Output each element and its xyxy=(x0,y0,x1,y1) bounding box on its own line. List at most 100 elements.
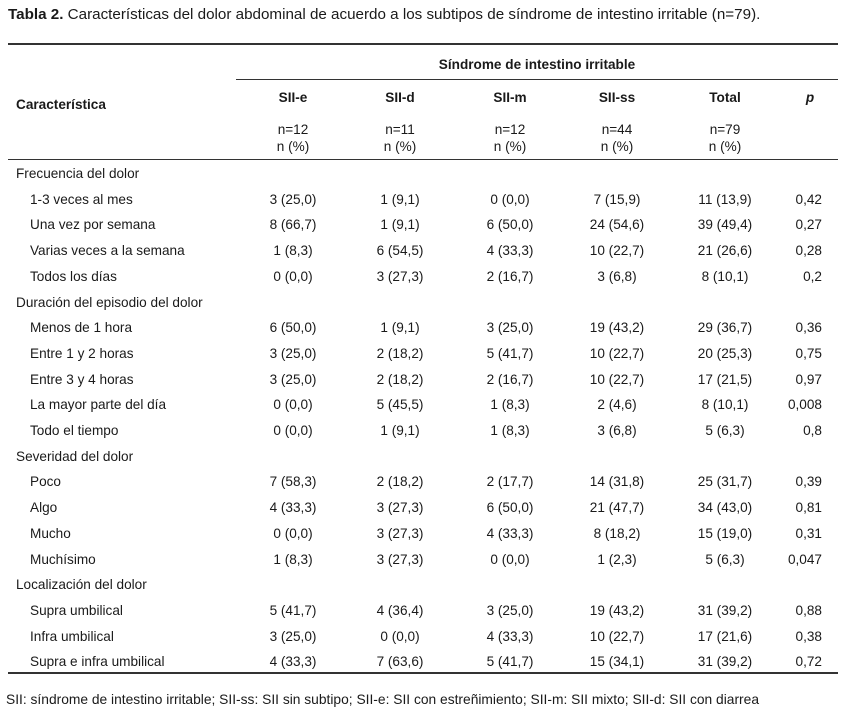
section-title: Duración del episodio del dolor xyxy=(16,294,203,310)
value-cell: 5 (41,7) xyxy=(269,602,317,618)
value-cell: 1 (8,3) xyxy=(273,243,313,259)
value-cell: 3 (25,0) xyxy=(269,371,317,387)
value-cell: 2 (16,7) xyxy=(486,268,534,284)
value-cell: 1 (9,1) xyxy=(380,320,420,336)
value-cell: 2 (16,7) xyxy=(486,371,534,387)
row-label: Varias veces a la semana xyxy=(30,243,185,259)
p-value: 0,008 xyxy=(787,397,822,413)
value-cell: 8 (18,2) xyxy=(593,525,641,541)
value-cell: 5 (41,7) xyxy=(486,345,534,361)
column-header: Total xyxy=(709,90,741,105)
value-cell: 14 (31,8) xyxy=(589,474,645,490)
value-cell: 1 (9,1) xyxy=(380,423,420,438)
value-cell: 0 (0,0) xyxy=(273,397,313,413)
value-cell: 8 (10,1) xyxy=(701,397,749,413)
p-value: 0,2 xyxy=(803,268,822,284)
column-header: SII-m xyxy=(493,90,527,105)
value-cell: 17 (21,5) xyxy=(697,371,753,387)
value-cell: 15 (19,0) xyxy=(697,525,753,541)
value-cell: 10 (22,7) xyxy=(589,243,645,259)
column-unit: n (%) xyxy=(383,139,417,154)
value-cell: 3 (25,0) xyxy=(269,628,317,644)
top-rule xyxy=(8,43,838,45)
value-cell: 0 (0,0) xyxy=(273,525,313,541)
row-label: Infra umbilical xyxy=(30,628,114,644)
p-value: 0,31 xyxy=(795,525,822,541)
value-cell: 4 (33,3) xyxy=(269,500,317,516)
value-cell: 4 (33,3) xyxy=(486,243,534,259)
value-cell: 3 (25,0) xyxy=(269,345,317,361)
value-cell: 2 (4,6) xyxy=(597,397,637,413)
column-n: n=79 xyxy=(709,122,741,137)
value-cell: 2 (18,2) xyxy=(376,474,424,490)
row-label: Todos los días xyxy=(30,268,117,284)
group-header: Síndrome de intestino irritable xyxy=(438,57,636,72)
value-cell: 29 (36,7) xyxy=(697,320,753,336)
p-value: 0,42 xyxy=(795,191,822,207)
value-cell: 1 (8,3) xyxy=(490,423,530,438)
value-cell: 3 (25,0) xyxy=(486,602,534,618)
row-label-header: Característica xyxy=(16,97,106,112)
value-cell: 1 (9,1) xyxy=(380,191,420,207)
row-label: Muchísimo xyxy=(30,551,96,567)
p-header: p xyxy=(805,90,815,105)
section-title: Localización del dolor xyxy=(16,577,147,593)
value-cell: 8 (66,7) xyxy=(269,217,317,233)
value-cell: 3 (27,3) xyxy=(376,500,424,516)
bottom-rule xyxy=(8,672,838,674)
column-unit: n (%) xyxy=(708,139,742,154)
value-cell: 5 (45,5) xyxy=(376,397,424,413)
value-cell: 0 (0,0) xyxy=(490,551,530,567)
table-footnote: SII: síndrome de intestino irritable; SI… xyxy=(6,692,759,707)
value-cell: 6 (54,5) xyxy=(376,243,424,259)
value-cell: 2 (17,7) xyxy=(486,474,534,490)
row-label: Todo el tiempo xyxy=(30,423,119,438)
value-cell: 21 (26,6) xyxy=(697,243,753,259)
p-value: 0,39 xyxy=(795,474,822,490)
row-label: Menos de 1 hora xyxy=(30,320,133,336)
p-value: 0,27 xyxy=(795,217,822,233)
row-label: Poco xyxy=(30,474,61,490)
value-cell: 1 (8,3) xyxy=(273,551,313,567)
p-value: 0,047 xyxy=(787,551,822,567)
column-n: n=12 xyxy=(277,122,309,137)
row-label: Supra e infra umbilical xyxy=(30,654,165,670)
value-cell: 5 (6,3) xyxy=(705,423,745,438)
value-cell: 19 (43,2) xyxy=(589,602,645,618)
value-cell: 7 (15,9) xyxy=(593,191,641,207)
value-cell: 4 (33,3) xyxy=(486,525,534,541)
value-cell: 10 (22,7) xyxy=(589,371,645,387)
value-cell: 20 (25,3) xyxy=(697,345,753,361)
value-cell: 31 (39,2) xyxy=(697,602,753,618)
row-label: 1-3 veces al mes xyxy=(30,191,133,207)
value-cell: 11 (13,9) xyxy=(698,191,752,207)
p-value: 0,36 xyxy=(795,320,822,336)
value-cell: 0 (0,0) xyxy=(273,423,313,438)
p-value: 0,8 xyxy=(803,423,822,438)
row-label: Una vez por semana xyxy=(30,217,156,233)
value-cell: 1 (2,3) xyxy=(597,551,637,567)
row-label: Supra umbilical xyxy=(30,602,123,618)
value-cell: 17 (21,6) xyxy=(697,628,753,644)
value-cell: 4 (33,3) xyxy=(269,654,317,670)
value-cell: 3 (27,3) xyxy=(376,525,424,541)
row-label: Algo xyxy=(30,500,58,516)
column-unit: n (%) xyxy=(600,139,634,154)
value-cell: 8 (10,1) xyxy=(701,268,749,284)
value-cell: 3 (27,3) xyxy=(376,551,424,567)
value-cell: 7 (63,6) xyxy=(376,654,424,670)
value-cell: 5 (6,3) xyxy=(705,551,745,567)
table-caption-label: Tabla 2. xyxy=(8,6,64,23)
section-title: Frecuencia del dolor xyxy=(16,166,140,181)
value-cell: 10 (22,7) xyxy=(589,345,645,361)
value-cell: 24 (54,6) xyxy=(589,217,645,233)
value-cell: 3 (6,8) xyxy=(597,268,637,284)
value-cell: 6 (50,0) xyxy=(269,320,317,336)
column-n: n=12 xyxy=(494,122,526,137)
p-value: 0,75 xyxy=(795,345,822,361)
p-value: 0,72 xyxy=(795,654,822,670)
section-title: Severidad del dolor xyxy=(16,448,134,464)
value-cell: 6 (50,0) xyxy=(486,217,534,233)
value-cell: 3 (27,3) xyxy=(376,268,424,284)
header-rule xyxy=(8,159,838,160)
